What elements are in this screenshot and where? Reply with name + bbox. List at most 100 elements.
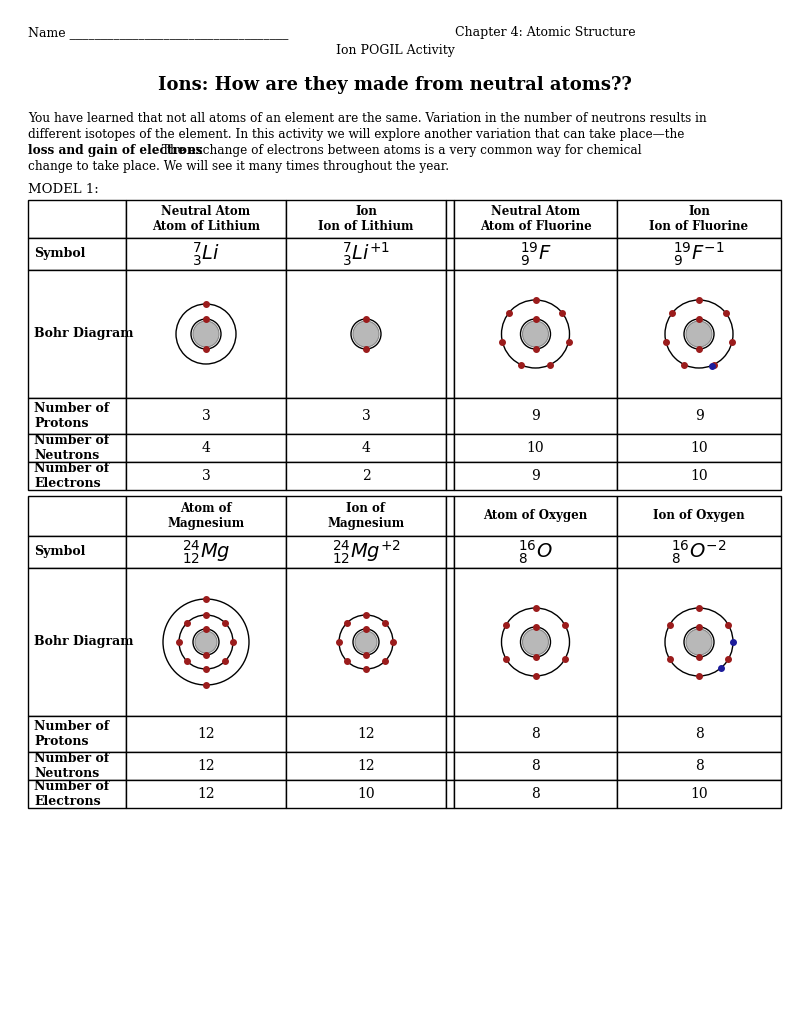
Bar (446, 200, 454, 238)
Bar (454, 496, 617, 536)
Bar (454, 716, 617, 752)
Text: 12: 12 (197, 787, 215, 801)
Bar (617, 496, 781, 536)
Text: 12: 12 (358, 759, 375, 773)
Text: 2: 2 (361, 469, 370, 483)
Bar (126, 568, 286, 716)
Text: MODEL 1:: MODEL 1: (28, 183, 99, 196)
Text: $\mathit{^{16}_{8}O^{-2}}$: $\mathit{^{16}_{8}O^{-2}}$ (672, 539, 727, 565)
Bar (617, 200, 781, 238)
Bar (446, 716, 454, 752)
Bar (454, 270, 617, 398)
Text: 10: 10 (691, 441, 708, 455)
Text: Number of
Electrons: Number of Electrons (34, 462, 109, 490)
Text: $\mathit{^{16}_{8}O}$: $\mathit{^{16}_{8}O}$ (518, 539, 553, 565)
Bar (28, 752, 126, 780)
Circle shape (523, 321, 548, 347)
Bar (446, 496, 454, 536)
Bar (286, 398, 446, 434)
Text: 3: 3 (202, 409, 210, 423)
Bar (286, 536, 446, 568)
Text: Bohr Diagram: Bohr Diagram (34, 636, 134, 648)
Circle shape (195, 631, 217, 653)
Text: Number of
Protons: Number of Protons (34, 402, 109, 430)
Text: 4: 4 (361, 441, 370, 455)
Bar (28, 270, 126, 398)
Circle shape (686, 321, 712, 347)
Text: Ions: How are they made from neutral atoms??: Ions: How are they made from neutral ato… (158, 76, 632, 94)
Bar (286, 238, 446, 270)
Bar (446, 568, 454, 716)
Text: 3: 3 (202, 469, 210, 483)
Text: Atom of Oxygen: Atom of Oxygen (483, 510, 588, 522)
Bar (454, 434, 617, 462)
Text: 9: 9 (531, 409, 540, 423)
Bar (286, 752, 446, 780)
Text: 10: 10 (691, 469, 708, 483)
Text: Bohr Diagram: Bohr Diagram (34, 328, 134, 341)
Text: 10: 10 (691, 787, 708, 801)
Text: 4: 4 (202, 441, 210, 455)
Bar (126, 270, 286, 398)
Bar (286, 496, 446, 536)
Bar (454, 462, 617, 490)
Text: $\mathit{^{24}_{12}Mg}$: $\mathit{^{24}_{12}Mg}$ (182, 539, 230, 565)
Text: Ion POGIL Activity: Ion POGIL Activity (335, 44, 455, 57)
Bar (126, 496, 286, 536)
Text: 12: 12 (358, 727, 375, 741)
Bar (617, 238, 781, 270)
Bar (28, 238, 126, 270)
Text: Number of
Electrons: Number of Electrons (34, 780, 109, 808)
Bar (286, 270, 446, 398)
Text: $\mathit{^{24}_{12}Mg^{+2}}$: $\mathit{^{24}_{12}Mg^{+2}}$ (331, 539, 400, 565)
Text: $\mathit{^{7}_{3}Li^{+1}}$: $\mathit{^{7}_{3}Li^{+1}}$ (342, 241, 390, 267)
Text: Name ___________________________________: Name ___________________________________ (28, 26, 289, 39)
Bar (126, 752, 286, 780)
Text: $\mathit{^{7}_{3}Li}$: $\mathit{^{7}_{3}Li}$ (192, 241, 220, 267)
Circle shape (523, 629, 548, 655)
Text: 9: 9 (531, 469, 540, 483)
Text: Ion of
Magnesium: Ion of Magnesium (327, 502, 404, 530)
Bar (286, 716, 446, 752)
Text: 3: 3 (361, 409, 370, 423)
Bar (28, 536, 126, 568)
Bar (126, 716, 286, 752)
Bar (126, 434, 286, 462)
Bar (446, 780, 454, 808)
Text: Ion of Oxygen: Ion of Oxygen (653, 510, 745, 522)
Text: 12: 12 (197, 759, 215, 773)
Bar (446, 434, 454, 462)
Bar (28, 398, 126, 434)
Text: . The exchange of electrons between atoms is a very common way for chemical: . The exchange of electrons between atom… (154, 144, 642, 157)
Bar (126, 200, 286, 238)
Text: 8: 8 (694, 727, 703, 741)
Bar (28, 462, 126, 490)
Bar (617, 716, 781, 752)
Bar (126, 398, 286, 434)
Bar (454, 398, 617, 434)
Bar (446, 238, 454, 270)
Bar (286, 568, 446, 716)
Text: 9: 9 (694, 409, 703, 423)
Text: 12: 12 (197, 727, 215, 741)
Text: Number of
Neutrons: Number of Neutrons (34, 434, 109, 462)
Bar (617, 752, 781, 780)
Text: 8: 8 (531, 727, 540, 741)
Bar (446, 398, 454, 434)
Bar (617, 780, 781, 808)
Text: $\mathit{^{19}_{9}F^{-1}}$: $\mathit{^{19}_{9}F^{-1}}$ (673, 241, 725, 267)
Text: Atom of
Magnesium: Atom of Magnesium (168, 502, 244, 530)
Text: loss and gain of electrons: loss and gain of electrons (28, 144, 202, 157)
Bar (617, 568, 781, 716)
Bar (454, 200, 617, 238)
Circle shape (353, 321, 379, 347)
Bar (28, 568, 126, 716)
Text: change to take place. We will see it many times throughout the year.: change to take place. We will see it man… (28, 160, 449, 173)
Bar (446, 536, 454, 568)
Bar (286, 434, 446, 462)
Bar (454, 536, 617, 568)
Text: Ion
Ion of Fluorine: Ion Ion of Fluorine (649, 205, 748, 233)
Bar (617, 462, 781, 490)
Circle shape (193, 321, 219, 347)
Bar (454, 568, 617, 716)
